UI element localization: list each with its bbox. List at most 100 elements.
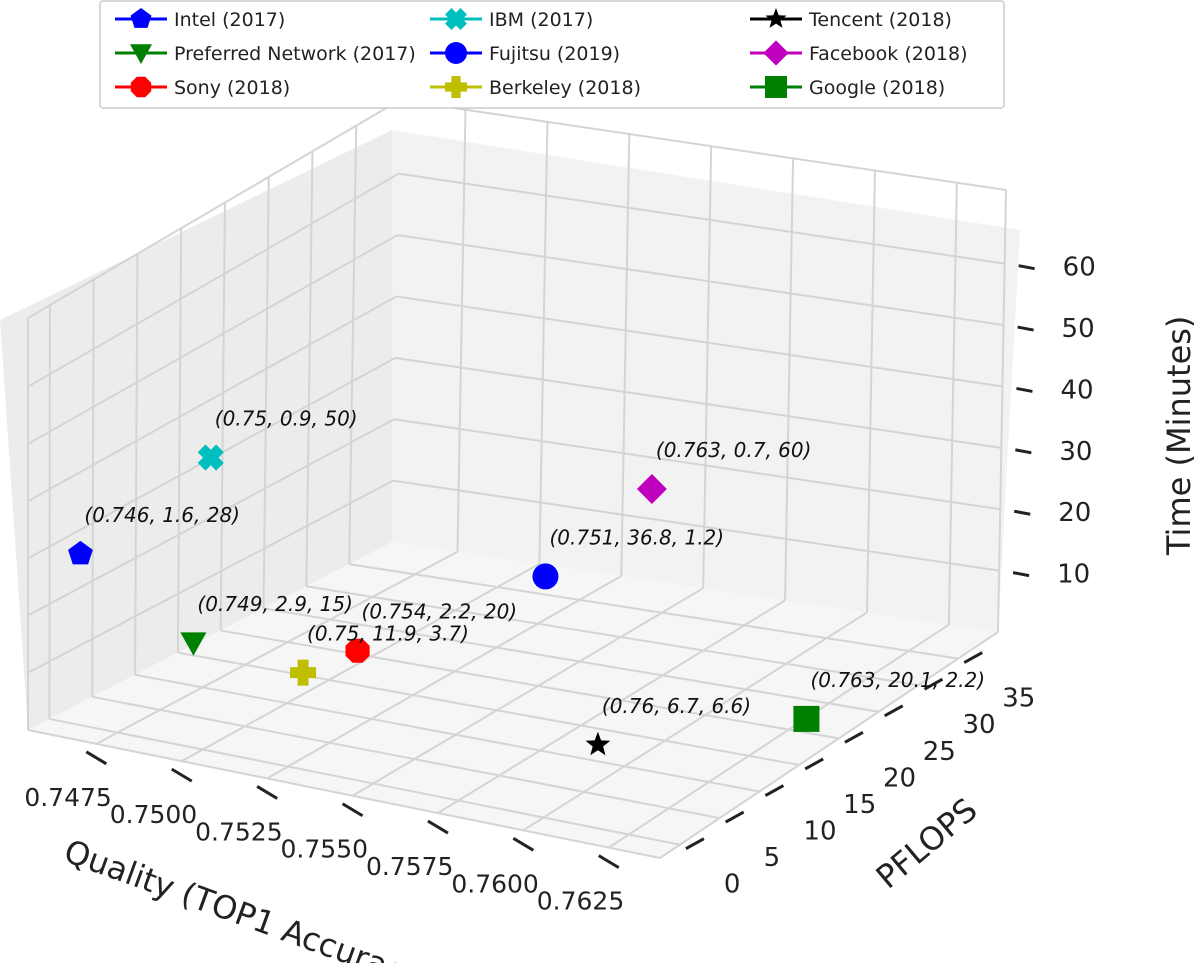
grid-line-z-back [396,295,1003,388]
legend-marker-0 [130,8,152,28]
z-tick-mark [1018,264,1035,271]
x-tick-mark [427,819,449,835]
data-point-3 [197,444,224,471]
x-tick-mark [512,837,535,852]
grid-line-z-back [397,234,1004,327]
axes-edge [399,99,1007,191]
y-tick-label: 20 [883,763,916,793]
grid-line-z-back [394,418,1001,511]
x-tick-label: 0.7625 [537,887,624,916]
grid-line-y-floor [220,629,840,740]
grid-line-x-floor [608,623,950,849]
y-tick-label: 15 [843,790,876,820]
data-point-0 [68,540,93,565]
z-tick-mark [1016,386,1033,393]
grid-line-y-floor [349,563,959,660]
data-point-1 [180,632,207,656]
z-tick-label: 10 [1057,560,1090,590]
legend-marker-4 [445,42,467,64]
z-tick-label: 60 [1063,253,1096,283]
grid-line-x-floor [352,587,704,797]
grid-line-x-floor [266,575,622,780]
point-label-5: (0.75, 11.9, 3.7) [307,622,469,646]
legend-label-5: Berkeley (2018) [489,77,641,99]
grid-line-y-floor [134,673,760,793]
legend-marker-1 [130,44,152,64]
legend: Intel (2017) Preferred Network (2017) Sony… [99,0,1005,109]
legend-label-6: Tencent (2018) [808,9,952,31]
grid-line-y-floor [177,651,800,766]
x-tick-mark [256,785,278,800]
axis-ticks: 0.74750.75000.75250.75500.75750.76000.76… [24,253,1095,916]
y-tick-label: 10 [803,817,836,847]
y-tick-mark [804,757,824,771]
x-tick-label: 0.7550 [281,835,368,864]
grid-line-y-floor [263,607,879,713]
y-tick-mark [764,784,785,797]
axes-grid [27,99,1007,859]
legend-label-4: Fujitsu (2019) [489,43,620,65]
y-tick-mark [685,837,705,851]
grid-line-x-floor [437,599,786,814]
grid-line-z-back [395,356,1002,449]
grid-line-z-left [27,172,400,388]
point-label-2: (0.754, 2.2, 20) [362,600,518,624]
x-tick-mark [170,767,193,783]
legend-marker-7 [763,40,789,66]
legend-label-7: Facebook (2018) [809,43,968,65]
legend-marker-2 [130,76,152,98]
y-tick-mark [844,731,864,744]
y-tick-mark [883,704,904,718]
grid-line-x-floor [95,550,458,745]
y-tick-mark [724,810,745,824]
grid-line-z-back [392,479,1000,572]
legend-marker-6 [765,8,787,28]
legend-label-1: Preferred Network (2017) [174,43,416,65]
axes-edge [27,99,401,319]
grid-line-z-left [27,234,399,445]
z-axis-label: Time (Minutes) [1160,316,1198,556]
z-tick-label: 20 [1058,498,1091,528]
y-tick-label: 35 [1002,684,1035,714]
y-axis-label: PFLOPS [869,790,985,896]
point-label-0: (0.746, 1.6, 28) [84,503,240,527]
legend-label-2: Sony (2018) [174,77,290,99]
point-label-6: (0.76, 6.7, 6.6) [602,694,751,718]
y-tick-mark [963,651,983,664]
x-tick-mark [597,854,620,869]
point-label-1: (0.749, 2.9, 15) [197,592,353,616]
left-wall-pane [0,130,392,730]
grid-line-y-floor [49,717,681,846]
data-point-2 [345,638,370,663]
grid-line-z-left [27,479,394,674]
data-point-7 [636,474,667,504]
point-label-7: (0.763, 0.7, 60) [656,438,812,462]
x-tick-mark [85,750,108,766]
point-label-4: (0.751, 36.8, 1.2) [549,525,724,549]
axes-edge [27,729,661,859]
point-label-3: (0.75, 0.9, 50) [215,407,358,431]
axes-edge [659,631,999,859]
z-tick-mark [1017,325,1034,332]
point-label-8: (0.763, 20.1, 2.2) [810,668,985,692]
z-tick-label: 30 [1059,437,1092,467]
grid-line-y-floor [306,585,919,687]
x-tick-label: 0.7575 [366,852,453,881]
y-tick-label: 25 [923,737,956,767]
grid-line-z-back [398,172,1005,265]
grid-line-y-floor [92,695,720,820]
y-tick-label: 30 [962,710,995,740]
data-point-6 [585,731,611,756]
grid-line-x-floor [522,611,868,832]
z-tick-label: 40 [1060,375,1093,405]
x-tick-label: 0.7525 [195,817,282,846]
data-point-5 [290,659,317,686]
y-tick-label: 0 [724,870,741,900]
legend-marker-8 [765,76,787,98]
data-points [68,444,820,756]
y-tick-label: 5 [764,843,781,873]
z-tick-mark [1012,571,1030,578]
axes-panes [0,130,1020,858]
y-tick-mark [923,677,944,691]
